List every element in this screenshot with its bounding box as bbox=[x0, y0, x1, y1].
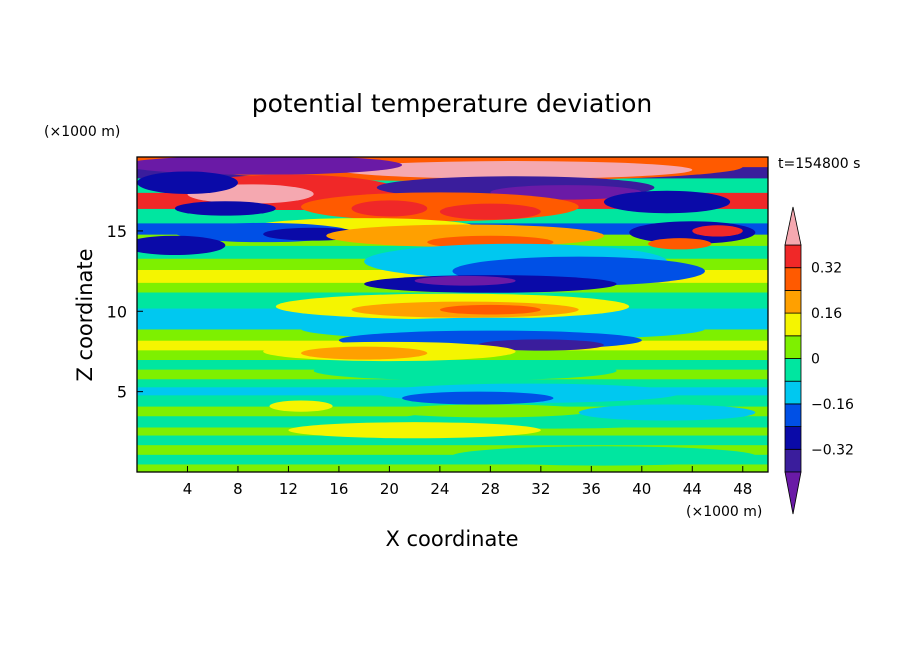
wave-blob bbox=[137, 235, 226, 256]
colorbar-tick-label: 0 bbox=[811, 352, 820, 368]
x-tick-label: 32 bbox=[531, 480, 550, 498]
wave-blob bbox=[389, 404, 592, 418]
wave-blob bbox=[439, 304, 541, 315]
time-label: t=154800 s bbox=[778, 156, 860, 172]
field-band bbox=[137, 463, 768, 473]
chart-title: potential temperature deviation bbox=[252, 89, 652, 118]
y-unit-label: (×1000 m) bbox=[44, 124, 120, 140]
x-tick-label: 48 bbox=[733, 480, 752, 498]
field-band bbox=[137, 444, 768, 455]
plot-area bbox=[136, 156, 769, 473]
colorbar-segment bbox=[784, 335, 802, 359]
x-tick-label: 44 bbox=[683, 480, 702, 498]
y-tick-label: 10 bbox=[107, 302, 127, 321]
field-band bbox=[137, 378, 768, 388]
wave-blob bbox=[313, 361, 617, 381]
wave-blob bbox=[414, 275, 516, 286]
colorbar-segment bbox=[784, 403, 802, 427]
colorbar-segment bbox=[784, 380, 802, 405]
x-tick-label: 40 bbox=[632, 480, 651, 498]
colorbar-tick-label: −0.16 bbox=[811, 397, 854, 413]
wave-blob bbox=[351, 200, 428, 217]
colorbar-tick-label: 0.16 bbox=[811, 306, 842, 322]
colorbar-segment bbox=[784, 244, 802, 269]
wave-blob bbox=[137, 171, 238, 194]
x-tick-label: 4 bbox=[183, 480, 193, 498]
x-tick-label: 8 bbox=[233, 480, 243, 498]
plot-frame bbox=[136, 156, 769, 473]
wave-blob bbox=[288, 422, 541, 439]
x-unit-label: (×1000 m) bbox=[686, 504, 762, 520]
colorbar-segment bbox=[784, 312, 802, 337]
wave-blob bbox=[137, 157, 402, 175]
y-axis-label: Z coordinate bbox=[73, 248, 97, 381]
wave-blob bbox=[439, 203, 541, 220]
x-tick-label: 24 bbox=[430, 480, 449, 498]
colorbar: −0.32 −0.16 0 0.16 0.32 bbox=[784, 206, 854, 515]
x-axis: 4 8 12 16 20 24 28 32 36 40 44 48 bbox=[183, 466, 752, 498]
wave-blob bbox=[692, 225, 743, 237]
wave-structures bbox=[137, 157, 756, 466]
colorbar-segment bbox=[784, 448, 802, 473]
wave-blob bbox=[338, 161, 693, 179]
field-band bbox=[137, 454, 768, 465]
x-tick-label: 12 bbox=[279, 480, 298, 498]
colorbar-tick-label: −0.32 bbox=[811, 442, 854, 458]
wave-blob bbox=[174, 201, 276, 216]
colorbar-segment bbox=[784, 426, 802, 450]
colorbar-segment bbox=[784, 267, 802, 291]
wave-blob bbox=[301, 192, 579, 222]
y-tick-label: 5 bbox=[117, 383, 127, 402]
wave-blob bbox=[477, 339, 604, 351]
x-tick-label: 28 bbox=[481, 480, 500, 498]
colorbar-bottom-arrow bbox=[784, 471, 802, 515]
wave-blob bbox=[603, 190, 731, 214]
x-tick-label: 20 bbox=[380, 480, 399, 498]
wave-blob bbox=[648, 238, 712, 250]
x-tick-label: 16 bbox=[329, 480, 348, 498]
wave-blob bbox=[402, 391, 554, 405]
wave-blob bbox=[578, 404, 756, 421]
x-tick-label: 36 bbox=[582, 480, 601, 498]
wave-blob bbox=[269, 400, 333, 412]
x-axis-label: X coordinate bbox=[385, 527, 518, 551]
field-band bbox=[137, 435, 768, 446]
y-axis: 5 10 15 bbox=[107, 222, 143, 402]
y-tick-label: 15 bbox=[107, 222, 127, 241]
colorbar-top-arrow bbox=[784, 206, 802, 246]
colorbar-tick-label: 0.32 bbox=[811, 261, 842, 277]
wave-blob bbox=[301, 346, 428, 360]
colorbar-segment bbox=[784, 358, 802, 382]
colorbar-segment bbox=[784, 289, 802, 314]
wave-blob bbox=[452, 446, 756, 466]
